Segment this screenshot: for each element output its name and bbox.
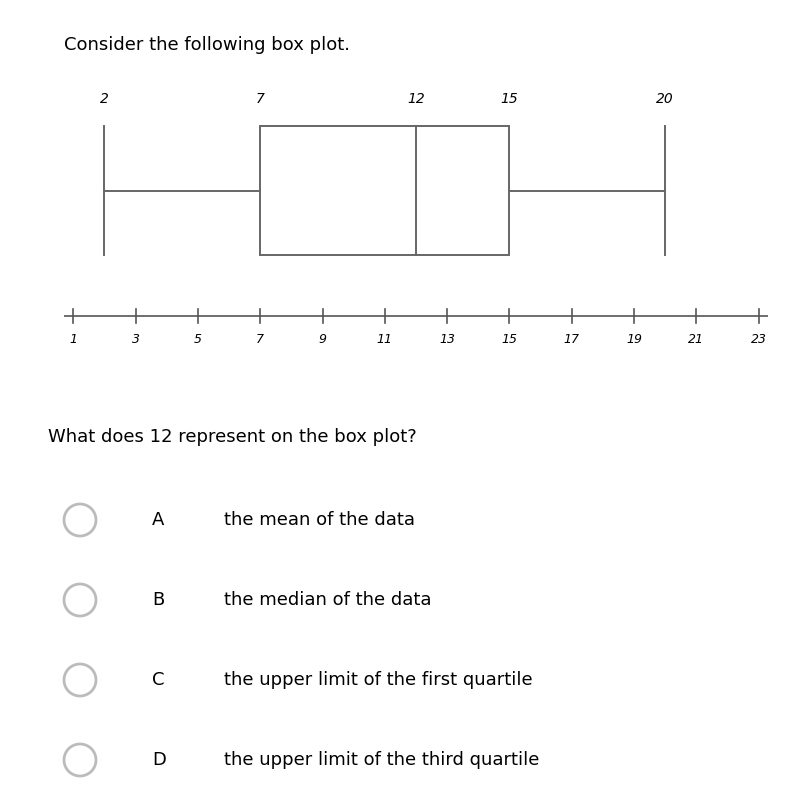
Text: 5: 5 <box>194 333 202 346</box>
Text: 17: 17 <box>564 333 580 346</box>
Text: C: C <box>152 671 165 689</box>
Text: the upper limit of the first quartile: the upper limit of the first quartile <box>224 671 533 689</box>
Text: What does 12 represent on the box plot?: What does 12 represent on the box plot? <box>48 428 417 446</box>
Text: 13: 13 <box>439 333 455 346</box>
Text: Consider the following box plot.: Consider the following box plot. <box>64 36 350 54</box>
Text: 19: 19 <box>626 333 642 346</box>
Text: 21: 21 <box>688 333 704 346</box>
Text: 20: 20 <box>656 92 674 106</box>
Text: A: A <box>152 511 164 529</box>
Text: D: D <box>152 751 166 769</box>
Text: 15: 15 <box>502 333 518 346</box>
Text: the mean of the data: the mean of the data <box>224 511 415 529</box>
Text: 12: 12 <box>407 92 425 106</box>
Text: 7: 7 <box>256 333 264 346</box>
Text: 15: 15 <box>501 92 518 106</box>
Text: 7: 7 <box>256 92 265 106</box>
Text: the median of the data: the median of the data <box>224 591 431 609</box>
Bar <box>260 126 510 255</box>
Text: the upper limit of the third quartile: the upper limit of the third quartile <box>224 751 539 769</box>
Text: 23: 23 <box>750 333 766 346</box>
Text: 2: 2 <box>100 92 109 106</box>
Text: 11: 11 <box>377 333 393 346</box>
Text: 1: 1 <box>70 333 78 346</box>
Text: B: B <box>152 591 164 609</box>
Text: 3: 3 <box>132 333 140 346</box>
Text: 9: 9 <box>318 333 326 346</box>
